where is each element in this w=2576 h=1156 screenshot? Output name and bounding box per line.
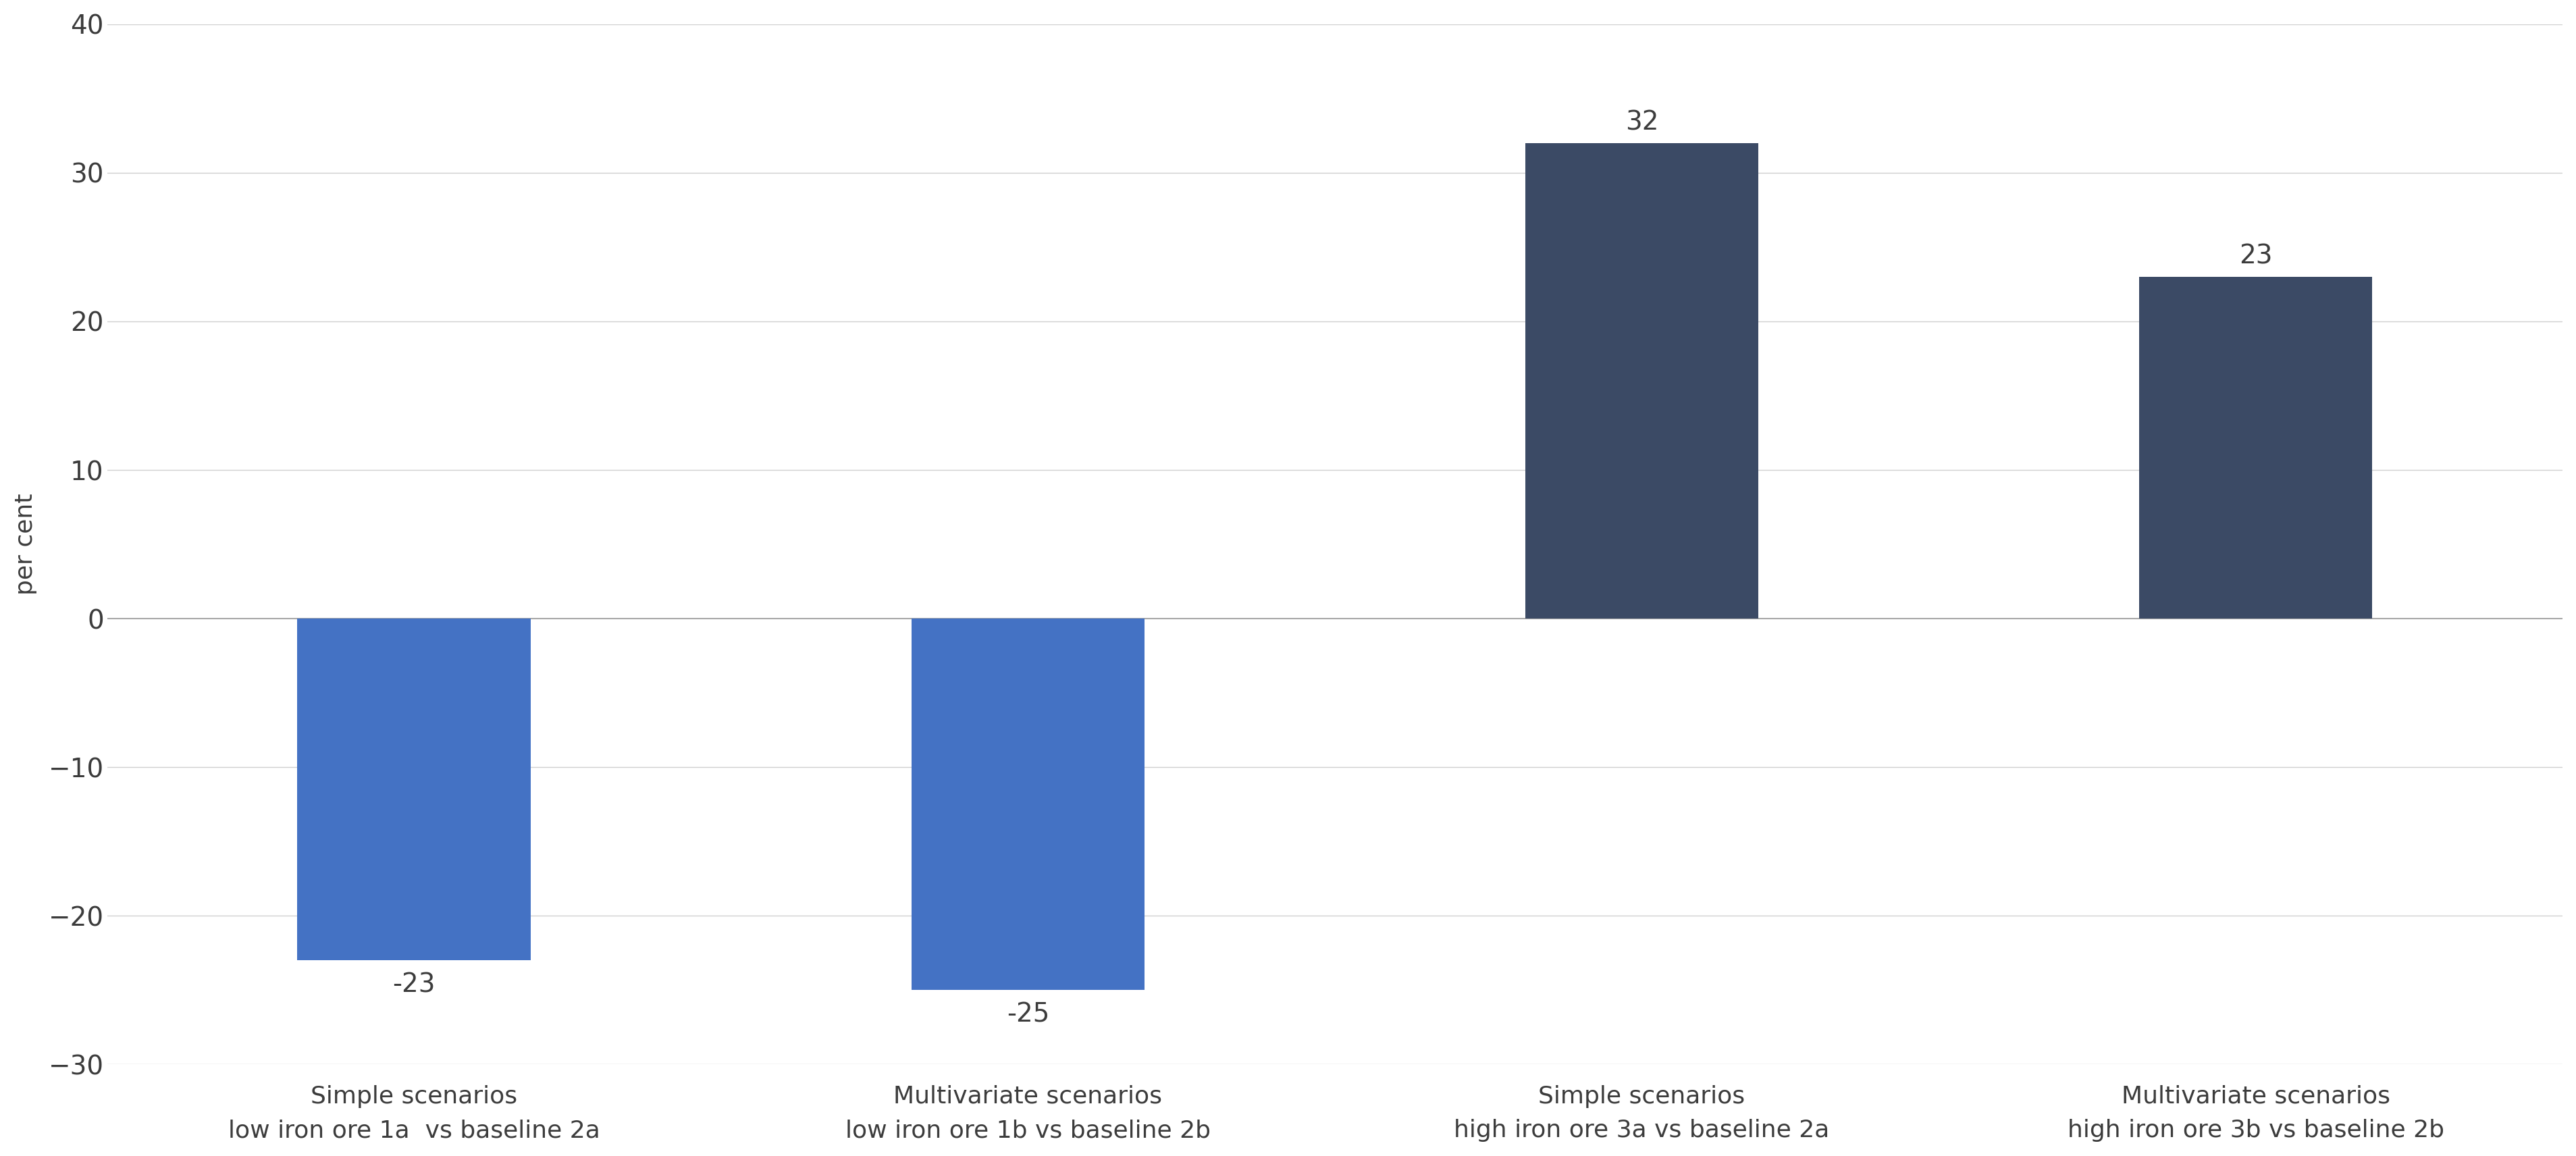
Text: -23: -23 [392, 972, 435, 998]
Bar [2138, 276, 2372, 618]
Bar [912, 618, 1144, 991]
Text: -25: -25 [1007, 1002, 1048, 1028]
Text: 23: 23 [2239, 244, 2272, 269]
Text: 32: 32 [1625, 110, 1659, 135]
Bar [1525, 143, 1757, 618]
Y-axis label: per cent: per cent [13, 494, 36, 595]
Bar [296, 618, 531, 961]
